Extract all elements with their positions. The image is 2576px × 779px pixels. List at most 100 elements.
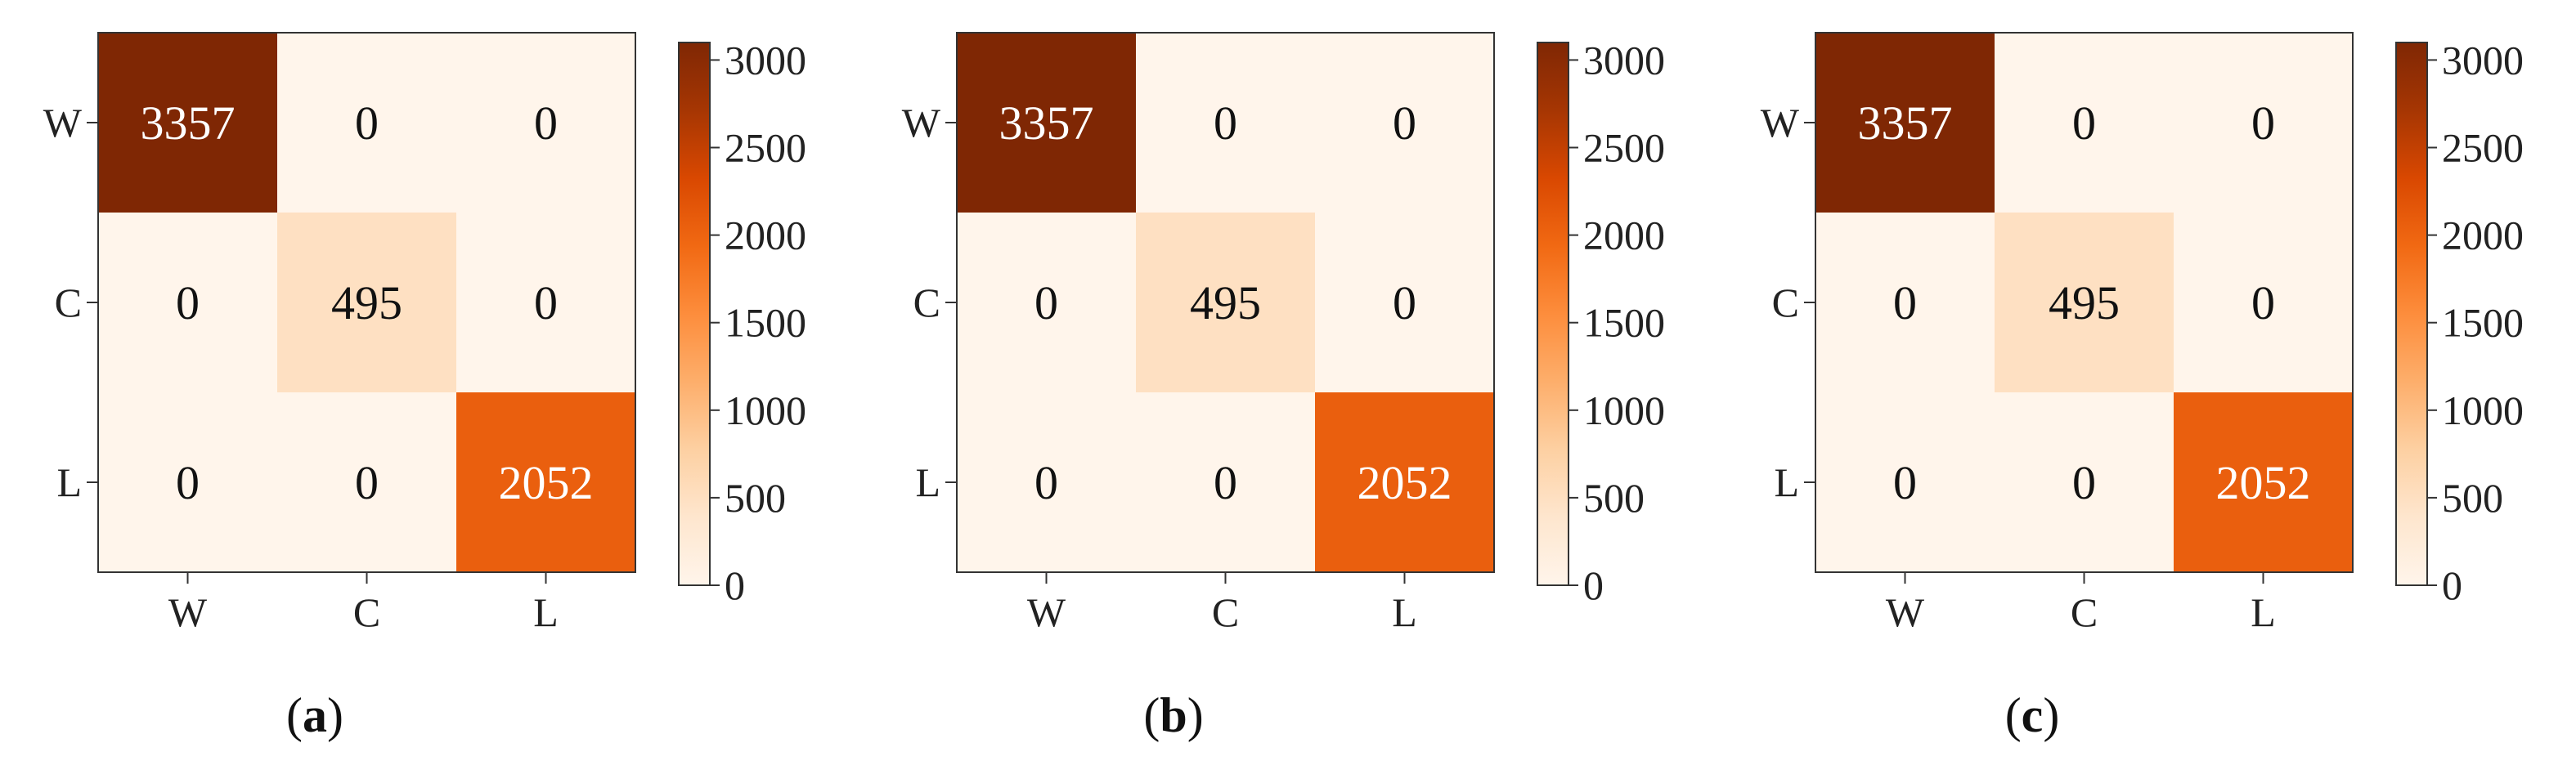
cell-value-label: 0 (176, 456, 200, 509)
cell-value-label: 3357 (1858, 96, 1953, 150)
heatmap-cell (1815, 213, 1995, 392)
cell-value-label: 2052 (1358, 456, 1452, 509)
colorbar-tick-label: 3000 (725, 37, 806, 83)
cell-value-label: 495 (2049, 276, 2120, 329)
cell-value-label: 0 (1393, 96, 1416, 150)
cell-value-label: 0 (2251, 276, 2275, 329)
colorbar-tick-label: 1500 (725, 300, 806, 346)
heatmap-cell (1315, 213, 1494, 392)
cell-value-label: 495 (1190, 276, 1261, 329)
cell-value-label: 0 (534, 276, 558, 329)
colorbar-tick-label: 3000 (1583, 37, 1665, 83)
y-tick-label: W (43, 100, 83, 146)
colorbar-tick-label: 500 (1583, 475, 1645, 521)
x-tick-label: L (533, 589, 559, 635)
colorbar-tick-label: 1000 (725, 387, 806, 433)
panel-label: (b) (1143, 688, 1203, 742)
cell-value-label: 0 (1214, 456, 1237, 509)
x-tick-label: C (353, 589, 380, 635)
heatmap-cell (1136, 213, 1315, 392)
colorbar-tick-label: 1000 (1583, 387, 1665, 433)
heatmap-cell (2174, 392, 2353, 572)
cell-value-label: 0 (1034, 456, 1058, 509)
heatmap-cell (1315, 392, 1494, 572)
x-tick-label: W (1886, 589, 1925, 635)
colorbar-tick-label: 0 (725, 562, 745, 608)
colorbar-tick-label: 3000 (2442, 37, 2524, 83)
colorbar-tick-label: 2500 (725, 125, 806, 171)
heatmap-cell (98, 33, 277, 213)
cell-value-label: 0 (2072, 96, 2096, 150)
heatmap-cell (98, 392, 277, 572)
cell-value-label: 3357 (999, 96, 1094, 150)
heatmap-panel-c: 3357 0 0 0 495 0 0 0 2052 W C L W C L 0 500 1000 1500 2000 2… (1761, 32, 2524, 742)
heatmap-cell (1995, 392, 2174, 572)
heatmap-cell (456, 213, 635, 392)
colorbar-tick-label: 0 (1583, 562, 1604, 608)
cell-value-label: 0 (1034, 276, 1058, 329)
cell-value-label: 2052 (499, 456, 594, 509)
cell-value-label: 0 (1393, 276, 1416, 329)
y-tick-label: L (915, 459, 940, 505)
colorbar-tick-label: 2000 (2442, 213, 2524, 258)
heatmap-cell (1995, 213, 2174, 392)
x-tick-label: C (1212, 589, 1239, 635)
heatmap-cell (1995, 33, 2174, 213)
cell-value-label: 0 (355, 96, 379, 150)
panel-label: (a) (286, 688, 343, 742)
y-tick-label: L (1774, 459, 1799, 505)
colorbar (678, 42, 711, 586)
cell-value-label: 3357 (141, 96, 236, 150)
panel-label: (c) (2005, 688, 2060, 742)
heatmap-cell (98, 213, 277, 392)
heatmap-cell (277, 392, 456, 572)
x-tick-label: C (2071, 589, 2098, 635)
x-tick-label: L (2251, 589, 2276, 635)
heatmap-cell (2174, 213, 2353, 392)
cell-value-label: 0 (2072, 456, 2096, 509)
colorbar-tick-label: 0 (2442, 562, 2462, 608)
y-tick-label: W (1761, 100, 1800, 146)
y-tick-label: W (902, 100, 941, 146)
x-tick-label: W (168, 589, 208, 635)
heatmap-cell (277, 213, 456, 392)
cell-value-label: 0 (534, 96, 558, 150)
colorbar-tick-label: 2500 (2442, 125, 2524, 171)
heatmap-cell (957, 392, 1136, 572)
cell-value-label: 0 (1893, 276, 1917, 329)
heatmap-cell (957, 213, 1136, 392)
colorbar-tick-label: 1500 (1583, 300, 1665, 346)
heatmap-cell (1815, 33, 1995, 213)
cell-value-label: 495 (331, 276, 402, 329)
cell-value-label: 0 (176, 276, 200, 329)
heatmap-cell (277, 33, 456, 213)
heatmap-cell (1815, 392, 1995, 572)
cell-value-label: 2052 (2216, 456, 2311, 509)
colorbar-tick-label: 1500 (2442, 300, 2524, 346)
y-tick-label: C (913, 280, 940, 325)
colorbar (1537, 42, 1569, 586)
cell-value-label: 0 (1893, 456, 1917, 509)
cell-value-label: 0 (2251, 96, 2275, 150)
y-tick-label: L (56, 459, 82, 505)
heatmap-cell (957, 33, 1136, 213)
heatmap-panel-b: 3357 0 0 0 495 0 0 0 2052 W C L W C L 0 500 1000 1500 2000 2… (902, 32, 1665, 742)
cell-value-label: 0 (355, 456, 379, 509)
heatmap-cell (1315, 33, 1494, 213)
colorbar-tick-label: 500 (2442, 475, 2503, 521)
colorbar-tick-label: 1000 (2442, 387, 2524, 433)
y-tick-label: C (55, 280, 82, 325)
y-tick-label: C (1772, 280, 1799, 325)
heatmap-cell (1136, 33, 1315, 213)
heatmap-cell (2174, 33, 2353, 213)
colorbar-tick-label: 2500 (1583, 125, 1665, 171)
colorbar-tick-label: 2000 (1583, 213, 1665, 258)
colorbar-tick-label: 500 (725, 475, 786, 521)
x-tick-label: L (1392, 589, 1417, 635)
heatmap-cell (456, 33, 635, 213)
cell-value-label: 0 (1214, 96, 1237, 150)
colorbar (2395, 42, 2428, 586)
colorbar-tick-label: 2000 (725, 213, 806, 258)
heatmap-cell (456, 392, 635, 572)
